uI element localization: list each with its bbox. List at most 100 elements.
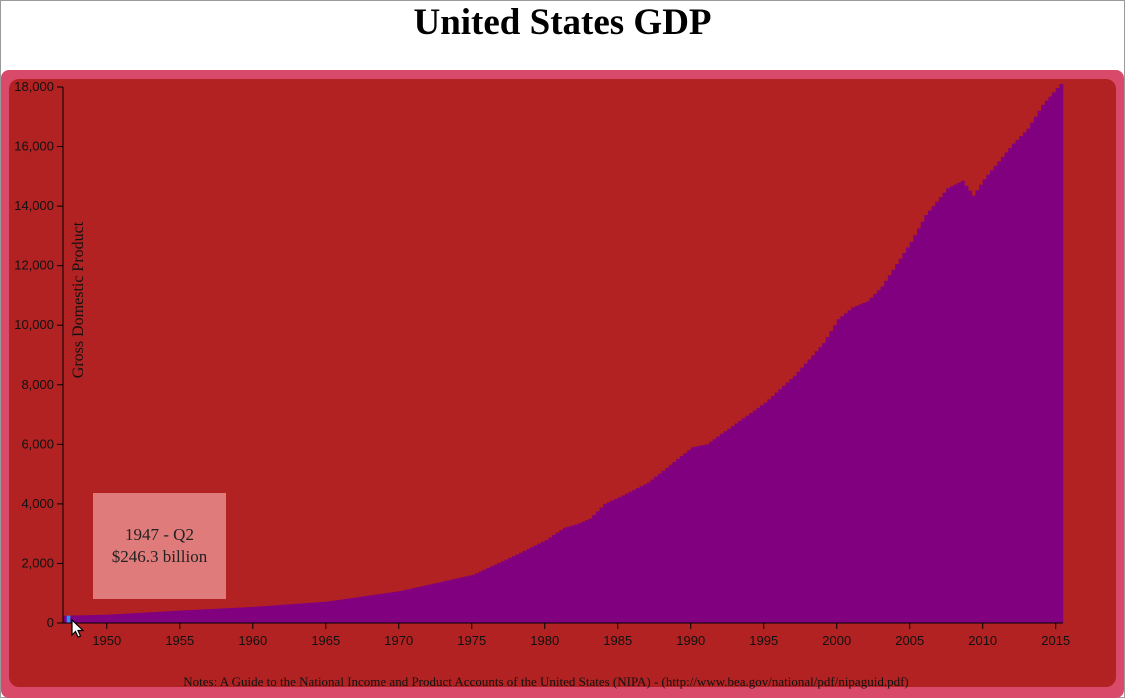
bar[interactable]	[563, 527, 567, 623]
bar[interactable]	[427, 584, 432, 623]
bar[interactable]	[84, 615, 89, 623]
bar[interactable]	[135, 612, 140, 623]
bar[interactable]	[81, 615, 86, 623]
bar[interactable]	[376, 594, 381, 623]
bar[interactable]	[161, 611, 166, 623]
bar[interactable]	[982, 179, 987, 623]
bar[interactable]	[708, 441, 713, 623]
bar[interactable]	[387, 592, 392, 623]
bar[interactable]	[1030, 122, 1035, 623]
bar[interactable]	[785, 382, 790, 623]
bar[interactable]	[727, 428, 732, 623]
bar[interactable]	[1033, 116, 1038, 623]
bar[interactable]	[435, 582, 440, 623]
bar[interactable]	[526, 549, 531, 623]
bar[interactable]	[902, 253, 907, 623]
bar[interactable]	[935, 201, 940, 623]
bar[interactable]	[121, 613, 126, 623]
bar[interactable]	[344, 598, 348, 623]
bar[interactable]	[453, 578, 458, 623]
bar[interactable]	[504, 559, 509, 623]
bar[interactable]	[179, 610, 184, 623]
bar[interactable]	[183, 610, 188, 623]
bar[interactable]	[303, 603, 308, 623]
bar[interactable]	[774, 392, 779, 623]
bar[interactable]	[789, 379, 794, 623]
bar[interactable]	[957, 182, 962, 623]
bar[interactable]	[311, 602, 316, 623]
bar[interactable]	[1011, 143, 1016, 623]
bar[interactable]	[99, 614, 104, 623]
bar[interactable]	[497, 562, 502, 623]
bar[interactable]	[825, 337, 830, 623]
bar[interactable]	[683, 453, 688, 623]
bar[interactable]	[457, 578, 462, 623]
bar[interactable]	[979, 184, 984, 623]
bar[interactable]	[975, 190, 980, 624]
bar[interactable]	[230, 607, 235, 623]
bar[interactable]	[654, 476, 659, 623]
bar[interactable]	[391, 592, 396, 623]
bar[interactable]	[413, 587, 418, 623]
bar[interactable]	[690, 447, 695, 623]
bar[interactable]	[88, 615, 93, 623]
bar[interactable]	[438, 582, 443, 623]
bar[interactable]	[187, 610, 192, 623]
bar[interactable]	[632, 489, 637, 623]
bar[interactable]	[964, 185, 969, 623]
bar[interactable]	[519, 552, 524, 623]
bar[interactable]	[537, 543, 542, 623]
bar[interactable]	[219, 608, 224, 623]
bar[interactable]	[552, 535, 556, 623]
bar[interactable]	[778, 389, 783, 623]
bar[interactable]	[468, 575, 473, 623]
bar[interactable]	[818, 347, 823, 623]
bar[interactable]	[603, 503, 608, 623]
bar[interactable]	[927, 210, 932, 623]
bar[interactable]	[417, 586, 421, 623]
bar[interactable]	[515, 554, 520, 623]
bar[interactable]	[1015, 139, 1020, 624]
bar[interactable]	[687, 450, 692, 623]
bar[interactable]	[993, 165, 998, 623]
bar[interactable]	[942, 192, 947, 623]
bar[interactable]	[792, 375, 797, 623]
bar[interactable]	[858, 304, 863, 623]
bar[interactable]	[781, 385, 786, 623]
bar[interactable]	[931, 206, 936, 624]
bar[interactable]	[811, 355, 816, 623]
bar[interactable]	[716, 436, 721, 623]
bar[interactable]	[1037, 110, 1042, 623]
bar[interactable]	[701, 445, 706, 623]
bar[interactable]	[814, 351, 819, 623]
bar[interactable]	[336, 599, 341, 623]
bar[interactable]	[573, 524, 578, 623]
bar[interactable]	[665, 467, 670, 623]
bar[interactable]	[172, 610, 177, 623]
bar[interactable]	[373, 594, 378, 623]
bar[interactable]	[639, 486, 644, 623]
bar[interactable]	[833, 325, 838, 623]
bar[interactable]	[592, 515, 597, 623]
bar[interactable]	[530, 547, 535, 623]
bar[interactable]	[734, 423, 739, 623]
bar[interactable]	[329, 601, 334, 623]
bar[interactable]	[267, 605, 272, 623]
bar[interactable]	[614, 498, 619, 623]
bar[interactable]	[292, 603, 297, 623]
bar[interactable]	[533, 545, 538, 623]
bar[interactable]	[719, 433, 724, 623]
bar[interactable]	[847, 310, 852, 623]
bar[interactable]	[599, 507, 604, 623]
bar[interactable]	[106, 614, 111, 623]
bar[interactable]	[424, 585, 429, 623]
bar[interactable]	[1004, 152, 1009, 623]
bar[interactable]	[307, 602, 312, 623]
bar[interactable]	[486, 568, 491, 623]
bar[interactable]	[340, 599, 345, 623]
bar[interactable]	[876, 290, 881, 623]
bar[interactable]	[913, 235, 918, 623]
bar[interactable]	[325, 601, 330, 623]
bar[interactable]	[289, 604, 294, 623]
bar[interactable]	[198, 609, 202, 623]
